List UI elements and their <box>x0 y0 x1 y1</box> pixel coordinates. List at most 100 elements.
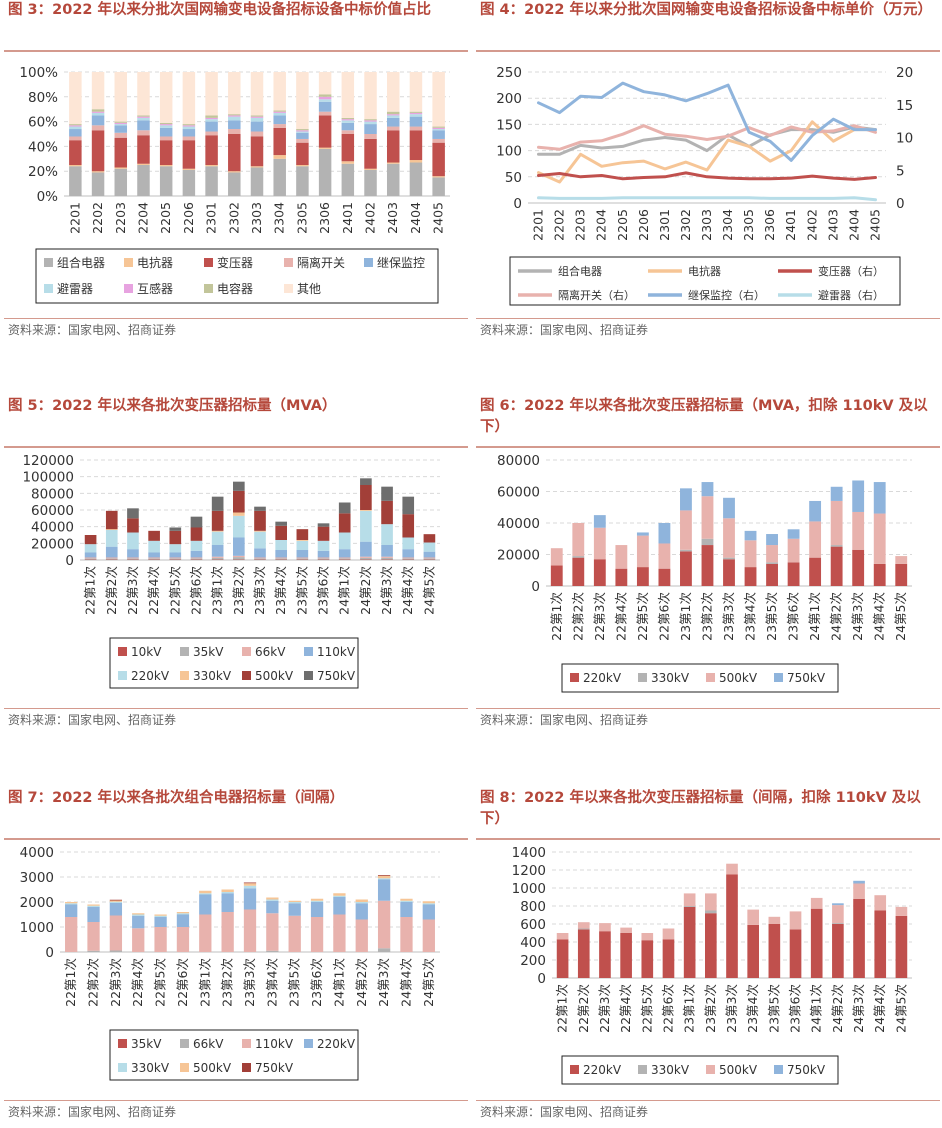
figure-3: 图 3：2022 年以来分批次国网输变电设备招标设备中标价值占比 0% 20% 40… <box>4 0 468 340</box>
bar-segment <box>832 905 844 924</box>
bar-segment <box>853 883 865 899</box>
bar-segment <box>341 122 355 131</box>
bar-segment <box>852 549 865 586</box>
x-tick-label: 22第5次 <box>167 566 182 615</box>
bar-segment <box>377 875 391 876</box>
bar-segment <box>874 895 887 911</box>
bar-segment <box>169 530 182 545</box>
bar-segment <box>641 933 654 941</box>
x-tick-label: 24第2次 <box>358 566 373 615</box>
legend-swatch <box>570 673 579 682</box>
y-tick-label: 2000 <box>20 895 54 911</box>
bar-segment <box>310 900 324 902</box>
bar-segment <box>766 534 778 546</box>
x-tick-label: 23第6次 <box>316 566 331 615</box>
legend-box <box>561 1055 839 1085</box>
bar-segment <box>69 126 82 130</box>
x-tick-label: 22第1次 <box>63 958 78 1007</box>
bar-segment <box>787 562 800 586</box>
bar-segment <box>159 166 173 196</box>
bar-segment <box>254 510 266 531</box>
y2-tick-label: 20 <box>896 65 913 81</box>
bar-segment <box>169 552 182 558</box>
bar-segment <box>275 525 287 540</box>
legend-label: 500kV <box>255 669 294 683</box>
legend-box <box>109 637 359 689</box>
bar-segment <box>159 136 173 141</box>
bar-segment <box>132 913 145 915</box>
bar-segment <box>636 535 649 568</box>
bar-segment <box>182 72 196 125</box>
y-tick-label: 80000 <box>31 486 74 502</box>
bar-segment <box>87 950 100 952</box>
x-tick-label: 23第4次 <box>745 984 760 1033</box>
legend-swatch <box>180 1063 189 1072</box>
y-tick-label: 1200 <box>512 863 546 879</box>
bar-segment <box>205 121 218 132</box>
x-tick-label: 23第5次 <box>294 566 309 615</box>
x-tick-label: 2205 <box>615 209 630 241</box>
bar-segment <box>830 486 843 501</box>
bar-segment <box>680 551 692 586</box>
bar-segment <box>182 124 196 126</box>
chart: 0 1000 2000 3000 4000 22第1次 22第2次 22第3次 22第4次 22第… <box>20 845 440 1081</box>
bar-segment <box>318 101 332 112</box>
x-tick-label: 23第3次 <box>252 566 267 615</box>
y-tick-label: 0 <box>65 553 74 569</box>
legend-swatch <box>180 671 189 680</box>
bar-segment <box>273 112 286 116</box>
bar-segment <box>381 545 393 557</box>
legend-swatch <box>242 1063 251 1072</box>
bar-segment <box>683 906 696 907</box>
x-tick-label: 24第1次 <box>809 984 824 1033</box>
y-tick-label: 80% <box>28 90 58 106</box>
bar-segment <box>114 137 128 168</box>
x-tick-label: 24第4次 <box>398 958 413 1007</box>
bar-segment <box>409 72 423 112</box>
bar-segment <box>137 163 150 165</box>
bar-segment <box>422 903 435 905</box>
bar-segment <box>423 534 436 543</box>
y2-tick-label: 0 <box>896 196 905 212</box>
bar-segment <box>895 906 908 916</box>
x-tick-label: 22第5次 <box>153 958 168 1007</box>
x-tick-label: 2305 <box>741 209 756 241</box>
x-tick-label: 22第6次 <box>660 984 675 1033</box>
bar-segment <box>658 568 671 586</box>
bar-segment <box>250 131 264 137</box>
x-tick-label: 23第1次 <box>210 566 225 615</box>
legend-label: 电抗器 <box>688 264 721 278</box>
bar-segment <box>109 900 123 902</box>
bar-segment <box>355 903 368 920</box>
x-tick-label: 2205 <box>158 202 173 234</box>
x-tick-label: 2401 <box>783 209 798 241</box>
x-tick-label: 24第5次 <box>893 984 908 1033</box>
bar-segment <box>109 899 123 901</box>
bar-segment <box>409 160 423 163</box>
bar-segment <box>310 902 324 917</box>
bar-segment <box>853 880 865 884</box>
bar-segment <box>296 540 309 541</box>
bar-segment <box>114 72 128 122</box>
bar-segment <box>873 563 886 586</box>
x-tick-label: 2201 <box>67 202 82 234</box>
x-tick-label: 24第5次 <box>421 566 436 615</box>
source-note: 资料来源：国家电网、招商证券 <box>8 1105 177 1119</box>
bar-segment <box>205 115 218 118</box>
bar-segment <box>723 557 735 560</box>
bar-segment <box>726 863 738 875</box>
bar-segment <box>254 557 266 559</box>
x-tick-label: 24第5次 <box>893 592 908 641</box>
x-tick-label: 22第2次 <box>86 958 101 1007</box>
bar-segment <box>381 556 393 558</box>
x-tick-label: 2403 <box>385 202 400 234</box>
y-tick-label: 20000 <box>497 548 540 564</box>
x-tick-label: 22第4次 <box>146 566 161 615</box>
legend-swatch <box>242 671 251 680</box>
y2-tick-label: 10 <box>896 131 913 147</box>
legend-swatch <box>118 1039 127 1048</box>
x-tick-label: 23第4次 <box>743 592 758 641</box>
x-tick-label: 22第6次 <box>175 958 190 1007</box>
bar-segment <box>273 72 286 111</box>
